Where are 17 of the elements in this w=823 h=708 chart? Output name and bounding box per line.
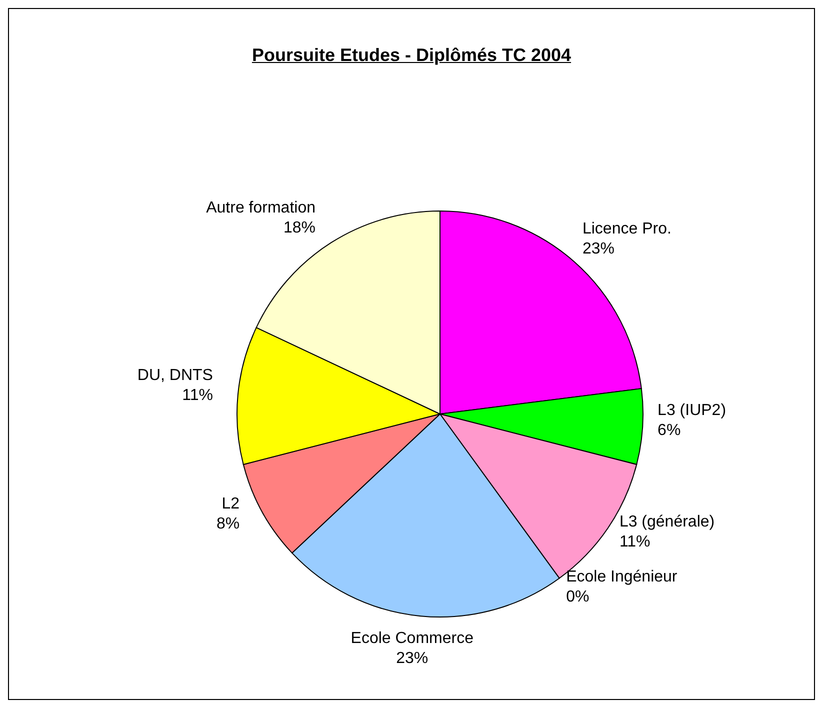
category-label: Ecole Ingénieur [566, 568, 678, 586]
data-label: 23% [396, 650, 428, 667]
slice-label: L2 [222, 495, 240, 512]
data-label: 11% [182, 387, 213, 404]
data-label: 18% [283, 220, 316, 237]
data-label: 8% [216, 515, 240, 532]
text: 0% [566, 588, 590, 606]
slice-label: L3 (générale) [619, 513, 715, 530]
slice-label: Autre formation [206, 200, 316, 217]
slice-label: DU, DNTS [137, 367, 213, 384]
slice-label: L3 (IUP2) [658, 402, 726, 419]
data-label: 23% [582, 240, 615, 258]
chart-title: Poursuite Etudes - Diplômés TC 2004 [250, 45, 572, 66]
data-label: 6% [658, 422, 681, 439]
slice-label: Ecole Commerce [350, 630, 474, 647]
slice-label: Licence Pro. [582, 220, 672, 238]
data-label: 11% [619, 533, 650, 550]
